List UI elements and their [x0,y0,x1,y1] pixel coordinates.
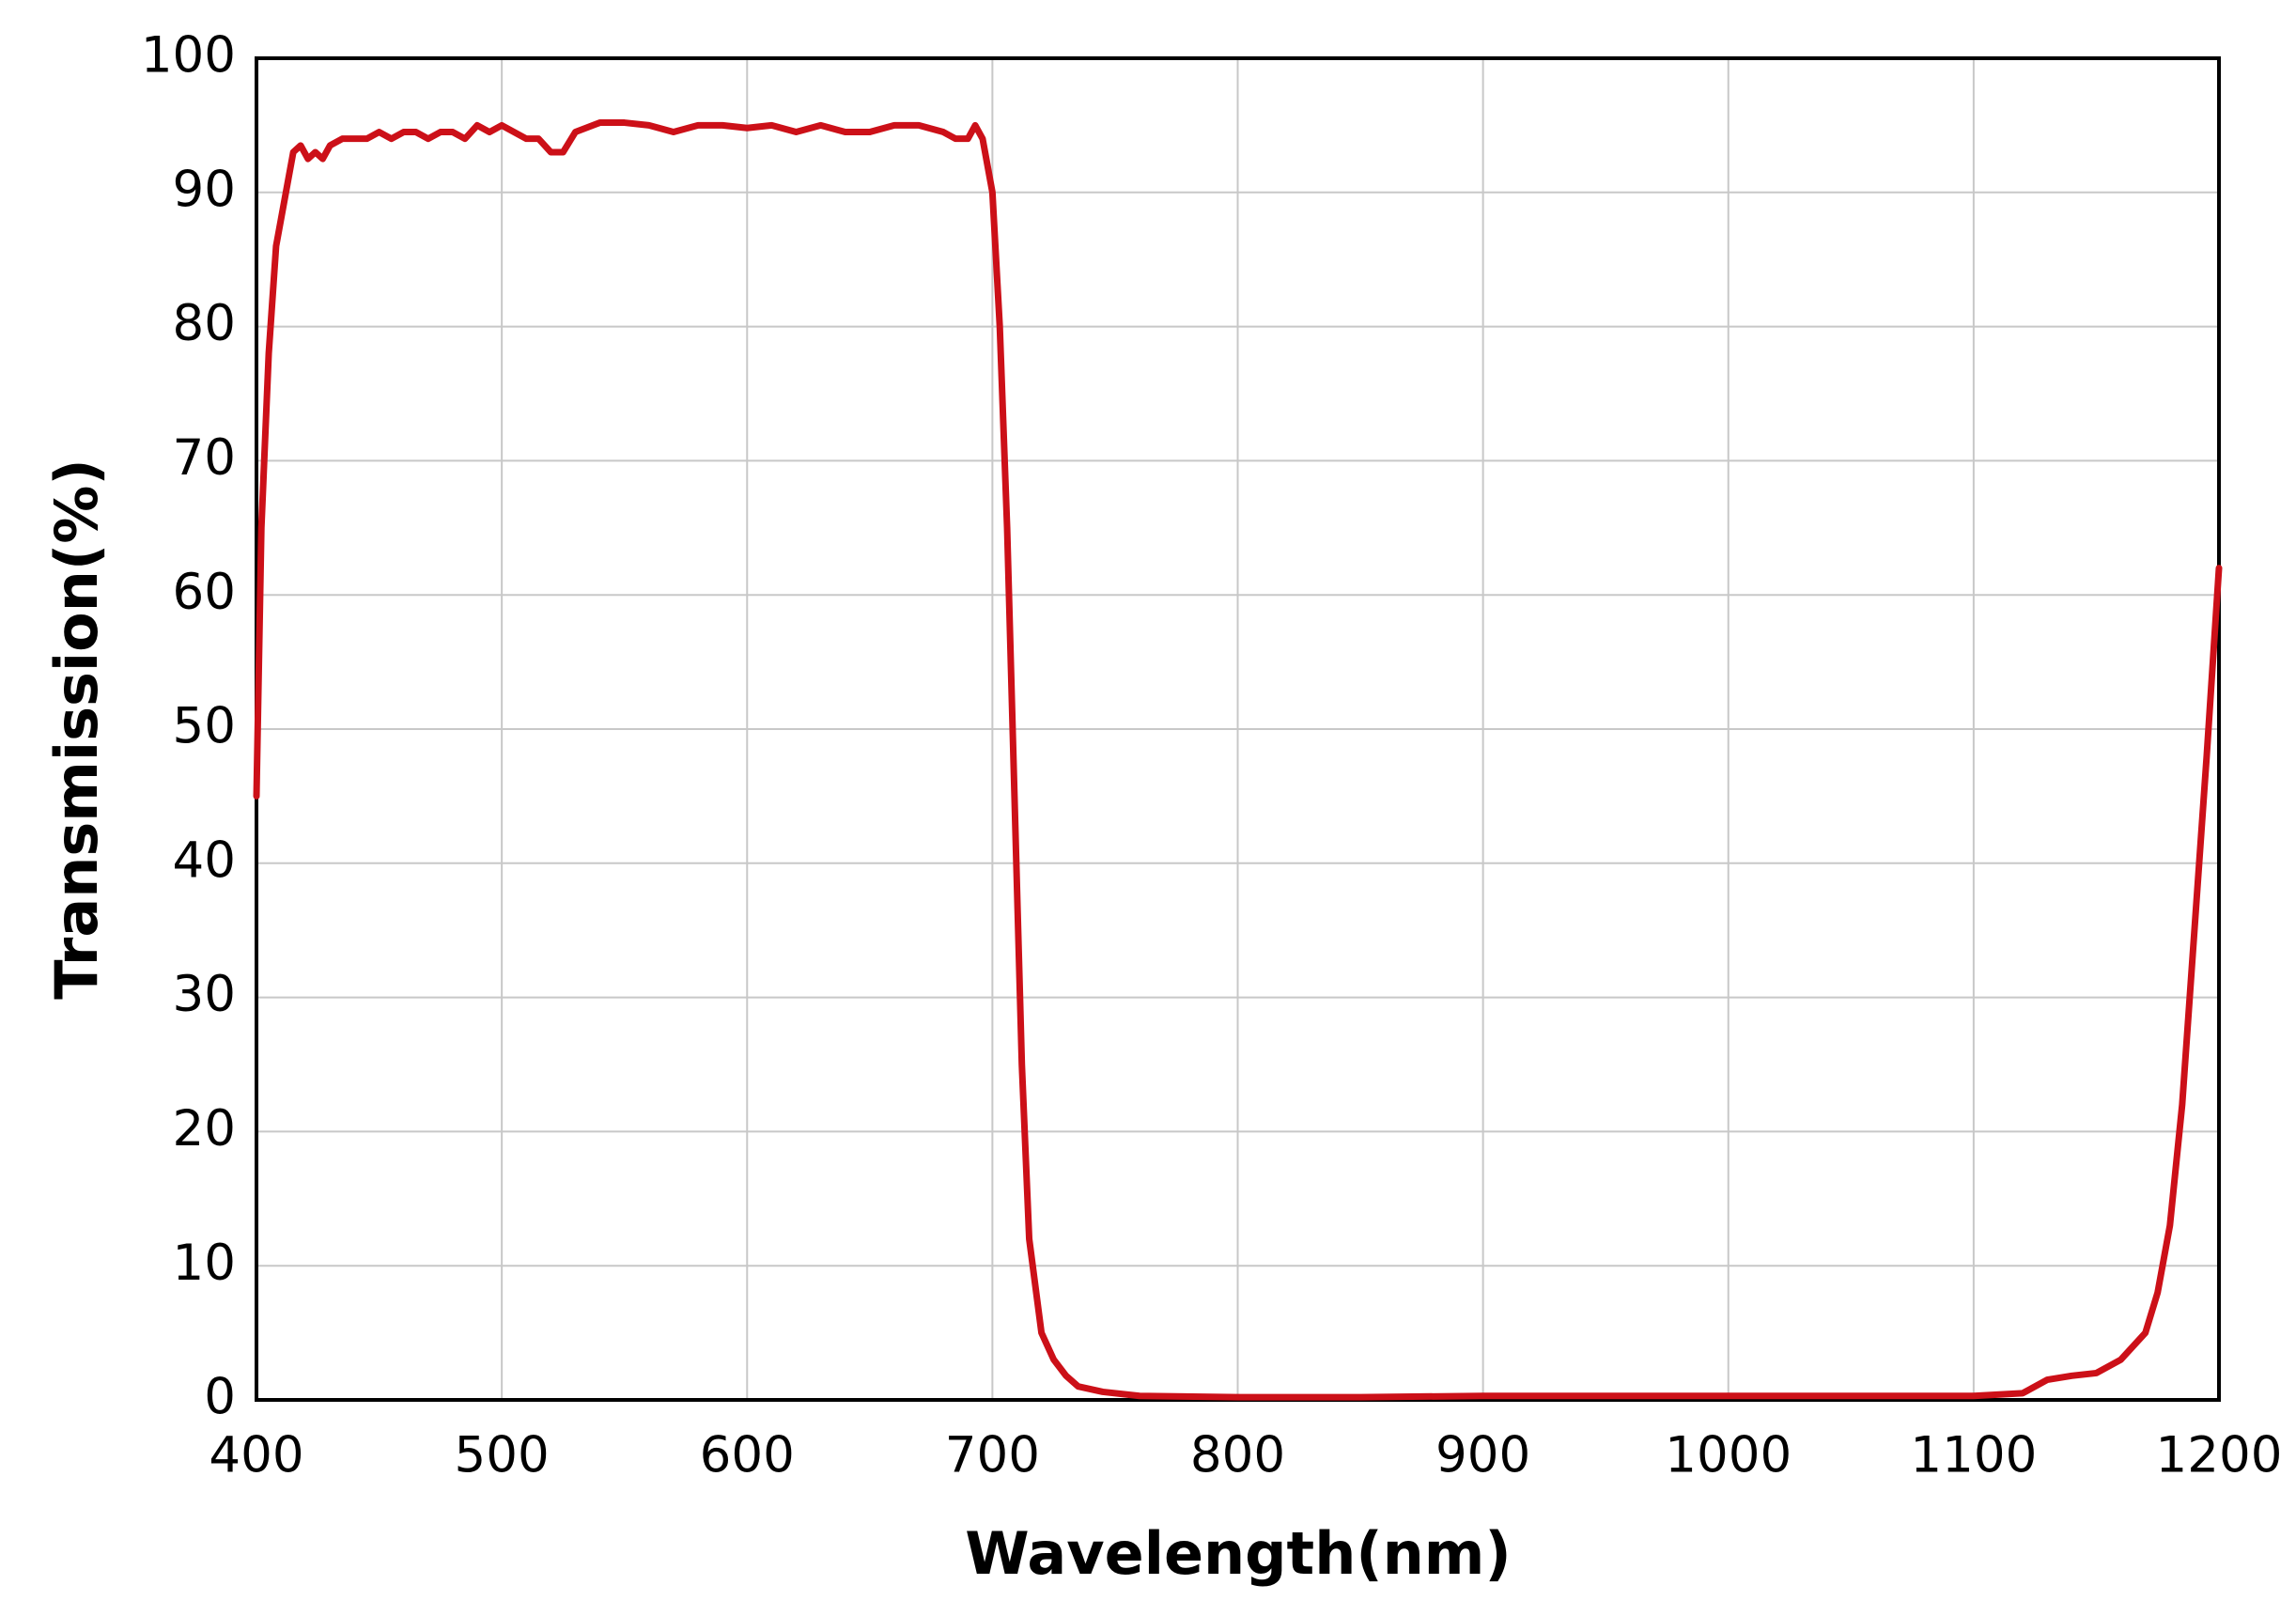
y-tick-label: 70 [173,429,236,487]
y-axis-title: Transmission(%) [42,458,111,999]
y-tick-label: 10 [173,1235,236,1292]
y-tick-label: 80 [173,295,236,352]
x-tick-label: 1100 [1910,1427,2037,1484]
y-tick-label: 60 [173,564,236,621]
x-tick-label: 500 [455,1427,550,1484]
x-tick-label: 600 [700,1427,795,1484]
x-tick-label: 1200 [2156,1427,2283,1484]
y-tick-label: 100 [141,27,236,85]
x-tick-label: 900 [1435,1427,1530,1484]
y-tick-label: 40 [173,831,236,889]
y-tick-label: 50 [173,698,236,755]
y-tick-label: 0 [204,1369,236,1426]
x-axis-title: Wavelength(nm) [965,1519,1512,1588]
y-tick-label: 20 [173,1100,236,1158]
data-line [253,119,2223,1401]
y-tick-label: 90 [173,161,236,218]
x-tick-label: 1000 [1665,1427,1792,1484]
x-tick-label: 400 [209,1427,303,1484]
x-tick-label: 700 [945,1427,1040,1484]
x-tick-label: 800 [1190,1427,1285,1484]
y-tick-label: 30 [173,966,236,1023]
